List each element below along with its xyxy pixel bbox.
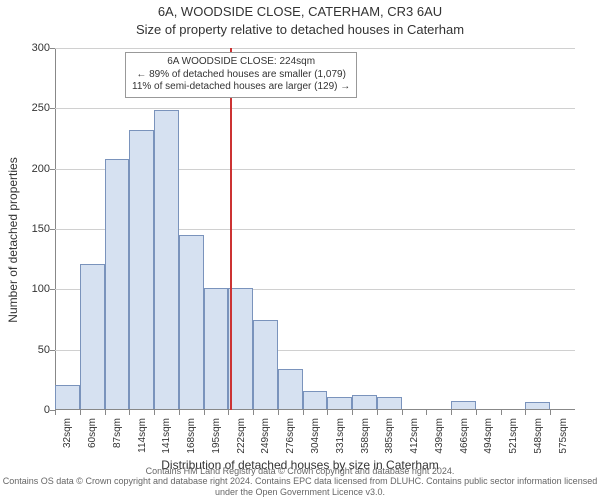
chart-container: { "title_line1": "6A, WOODSIDE CLOSE, CA… <box>0 0 600 500</box>
annotation-line3: 11% of semi-detached houses are larger (… <box>132 81 350 92</box>
y-tick-label: 0 <box>20 404 50 416</box>
x-tick-mark <box>377 410 378 415</box>
y-tick-mark <box>50 229 55 230</box>
histogram-bar <box>451 401 476 409</box>
x-tick-label: 521sqm <box>508 418 519 454</box>
x-tick-mark <box>129 410 130 415</box>
x-tick-label: 466sqm <box>459 418 470 454</box>
x-tick-mark <box>228 410 229 415</box>
x-tick-mark <box>426 410 427 415</box>
y-tick-mark <box>50 350 55 351</box>
x-tick-label: 249sqm <box>260 418 271 454</box>
x-tick-label: 304sqm <box>310 418 321 454</box>
chart-title-description: Size of property relative to detached ho… <box>0 22 600 37</box>
plot-area: 6A WOODSIDE CLOSE: 224sqm ← 89% of detac… <box>55 48 575 410</box>
x-tick-label: 331sqm <box>335 418 346 454</box>
x-tick-mark <box>55 410 56 415</box>
y-tick-label: 100 <box>20 283 50 295</box>
x-tick-label: 195sqm <box>211 418 222 454</box>
footer-line2: Contains OS data © Crown copyright and d… <box>3 476 597 497</box>
x-tick-label: 439sqm <box>434 418 445 454</box>
x-tick-label: 494sqm <box>483 418 494 454</box>
histogram-bar <box>377 397 402 409</box>
histogram-bar <box>80 264 105 409</box>
x-tick-label: 114sqm <box>137 418 148 453</box>
x-tick-label: 222sqm <box>236 418 247 454</box>
y-axis-label: Number of detached properties <box>6 75 20 240</box>
x-tick-mark <box>402 410 403 415</box>
x-tick-mark <box>550 410 551 415</box>
x-tick-mark <box>204 410 205 415</box>
histogram-bar <box>253 320 278 409</box>
y-tick-label: 50 <box>20 344 50 356</box>
y-tick-mark <box>50 48 55 49</box>
chart-title-address: 6A, WOODSIDE CLOSE, CATERHAM, CR3 6AU <box>0 4 600 19</box>
x-axis-line <box>55 409 575 410</box>
x-tick-label: 60sqm <box>87 418 98 448</box>
histogram-bar <box>179 235 204 409</box>
histogram-bar <box>525 402 550 409</box>
x-tick-mark <box>352 410 353 415</box>
x-tick-label: 276sqm <box>285 418 296 454</box>
x-tick-mark <box>278 410 279 415</box>
x-tick-label: 412sqm <box>409 418 420 454</box>
histogram-bar <box>129 130 154 409</box>
x-tick-mark <box>253 410 254 415</box>
annotation-line1: 6A WOODSIDE CLOSE: 224sqm <box>167 56 315 67</box>
x-tick-label: 575sqm <box>558 418 569 454</box>
histogram-bar <box>352 395 377 409</box>
gridline <box>55 48 575 49</box>
x-tick-mark <box>179 410 180 415</box>
y-tick-label: 250 <box>20 102 50 114</box>
y-tick-label: 150 <box>20 223 50 235</box>
histogram-bar <box>278 369 303 409</box>
y-tick-mark <box>50 169 55 170</box>
x-tick-mark <box>451 410 452 415</box>
histogram-bar <box>204 288 229 409</box>
x-tick-mark <box>105 410 106 415</box>
footer-line1: Contains HM Land Registry data © Crown c… <box>146 466 455 476</box>
footer-attribution: Contains HM Land Registry data © Crown c… <box>0 466 600 498</box>
y-tick-mark <box>50 108 55 109</box>
x-tick-mark <box>476 410 477 415</box>
histogram-bar <box>55 385 80 409</box>
x-tick-label: 385sqm <box>384 418 395 454</box>
y-tick-mark <box>50 289 55 290</box>
gridline <box>55 108 575 109</box>
x-tick-label: 168sqm <box>186 418 197 454</box>
x-tick-label: 141sqm <box>161 418 172 454</box>
x-tick-label: 358sqm <box>360 418 371 454</box>
x-tick-label: 548sqm <box>533 418 544 454</box>
reference-marker-line <box>230 48 232 410</box>
histogram-bar <box>303 391 328 409</box>
x-tick-mark <box>80 410 81 415</box>
histogram-bar <box>228 288 253 409</box>
x-tick-label: 87sqm <box>112 418 123 448</box>
y-tick-label: 300 <box>20 42 50 54</box>
x-tick-mark <box>154 410 155 415</box>
x-tick-mark <box>501 410 502 415</box>
annotation-box: 6A WOODSIDE CLOSE: 224sqm ← 89% of detac… <box>125 52 357 98</box>
annotation-line2: ← 89% of detached houses are smaller (1,… <box>136 69 346 80</box>
x-tick-mark <box>327 410 328 415</box>
y-tick-label: 200 <box>20 163 50 175</box>
x-tick-mark <box>303 410 304 415</box>
x-tick-mark <box>525 410 526 415</box>
histogram-bar <box>327 397 352 409</box>
histogram-bar <box>105 159 130 409</box>
x-tick-label: 32sqm <box>62 418 73 448</box>
histogram-bar <box>154 110 179 409</box>
